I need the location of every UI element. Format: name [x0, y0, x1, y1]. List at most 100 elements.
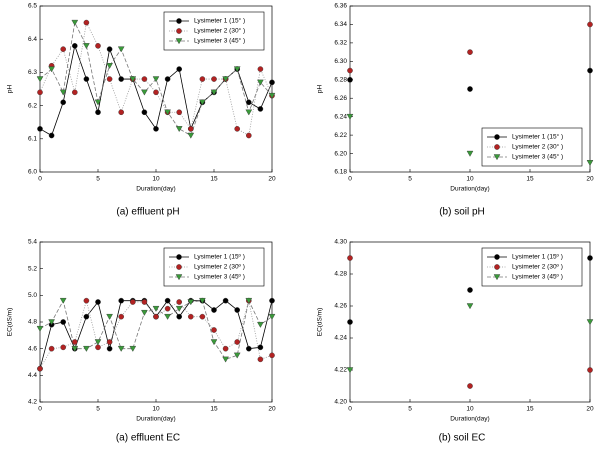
marker [257, 321, 264, 328]
x-axis-label: Duration(day) [136, 186, 175, 193]
marker [222, 76, 229, 83]
legend-label: Lysimeter 3 (45° ) [512, 153, 563, 161]
marker [269, 297, 275, 304]
y-tick-label: 4.28 [334, 271, 347, 278]
marker [245, 345, 252, 352]
marker [153, 89, 159, 96]
marker [118, 109, 124, 116]
marker [106, 345, 113, 352]
x-tick-label: 20 [268, 176, 276, 183]
marker [48, 345, 55, 352]
marker [106, 313, 113, 320]
marker [60, 344, 67, 351]
marker [83, 297, 90, 304]
y-tick-label: 6.34 [334, 21, 347, 28]
marker [234, 339, 240, 345]
marker [141, 76, 148, 82]
marker [245, 297, 253, 304]
marker [234, 126, 240, 132]
marker [106, 76, 113, 82]
marker [268, 92, 276, 99]
y-axis-label: EC(dS/m) [7, 308, 14, 337]
marker [129, 345, 137, 352]
marker [586, 319, 594, 326]
marker [164, 305, 171, 312]
legend-label: Lysimeter 1 (15º ) [512, 254, 563, 261]
x-axis-label: Duration(day) [136, 416, 175, 423]
marker [466, 303, 474, 310]
y-tick-label: 6.4 [28, 36, 37, 43]
y-tick-label: 6.2 [28, 102, 37, 109]
legend-label: Lysimeter 1 (15° ) [194, 17, 245, 25]
marker [245, 109, 253, 116]
y-tick-label: 4.30 [334, 239, 347, 246]
marker [95, 43, 101, 49]
marker [60, 319, 67, 325]
marker [467, 383, 473, 389]
x-tick-label: 5 [408, 176, 412, 183]
marker [587, 367, 593, 373]
marker [234, 307, 240, 313]
y-tick-label: 4.26 [334, 303, 347, 310]
legend-marker [494, 134, 500, 140]
marker [466, 150, 474, 157]
y-tick-label: 4.6 [28, 345, 37, 352]
marker [222, 297, 229, 304]
x-tick-label: 15 [210, 406, 218, 413]
marker [118, 313, 124, 320]
marker [83, 19, 90, 26]
y-tick-label: 4.20 [334, 399, 347, 406]
marker [199, 313, 206, 320]
legend-marker [176, 254, 182, 260]
y-tick-label: 6.1 [28, 136, 37, 143]
legend-label: Lysimeter 3 (45º ) [194, 274, 245, 281]
x-tick-label: 0 [38, 176, 42, 183]
marker [257, 79, 264, 86]
y-tick-label: 6.24 [334, 113, 347, 120]
marker [211, 307, 217, 313]
legend-marker [494, 264, 500, 270]
marker [48, 132, 55, 139]
legend-label: Lysimeter 2 (30º ) [194, 264, 245, 271]
x-tick-label: 0 [348, 176, 352, 183]
legend-marker [494, 144, 500, 150]
marker [36, 76, 44, 83]
marker [164, 313, 171, 320]
x-tick-label: 10 [466, 176, 474, 183]
marker [164, 76, 171, 82]
marker [95, 344, 101, 351]
legend-marker [494, 254, 500, 260]
legend-label: Lysimeter 1 (15º ) [194, 254, 245, 261]
marker [210, 89, 218, 96]
marker [83, 313, 90, 320]
marker [233, 66, 241, 73]
caption: (a) effluent EC [116, 433, 180, 444]
marker [175, 126, 183, 133]
x-tick-label: 0 [348, 406, 352, 413]
marker [347, 255, 353, 261]
marker [118, 76, 124, 82]
marker [106, 46, 113, 52]
marker [187, 126, 194, 132]
marker [153, 126, 159, 132]
y-tick-label: 6.18 [334, 169, 347, 176]
y-tick-label: 4.8 [28, 319, 37, 326]
legend-label: Lysimeter 2 (30° ) [194, 27, 245, 35]
y-tick-label: 6.32 [334, 40, 347, 47]
marker [257, 106, 264, 112]
marker [587, 21, 593, 28]
legend-label: Lysimeter 2 (30° ) [512, 143, 563, 151]
marker [117, 345, 125, 352]
y-tick-label: 4.2 [28, 399, 37, 406]
caption: (b) soil pH [439, 207, 485, 218]
y-tick-label: 6.36 [334, 3, 347, 10]
marker [176, 313, 182, 320]
x-tick-label: 15 [526, 406, 534, 413]
x-axis-label: Duration(day) [450, 186, 489, 193]
marker [59, 297, 67, 304]
caption: (a) effluent pH [116, 207, 179, 218]
marker [141, 89, 148, 96]
marker [72, 89, 78, 96]
y-tick-label: 6.30 [334, 58, 347, 65]
marker [95, 109, 101, 116]
